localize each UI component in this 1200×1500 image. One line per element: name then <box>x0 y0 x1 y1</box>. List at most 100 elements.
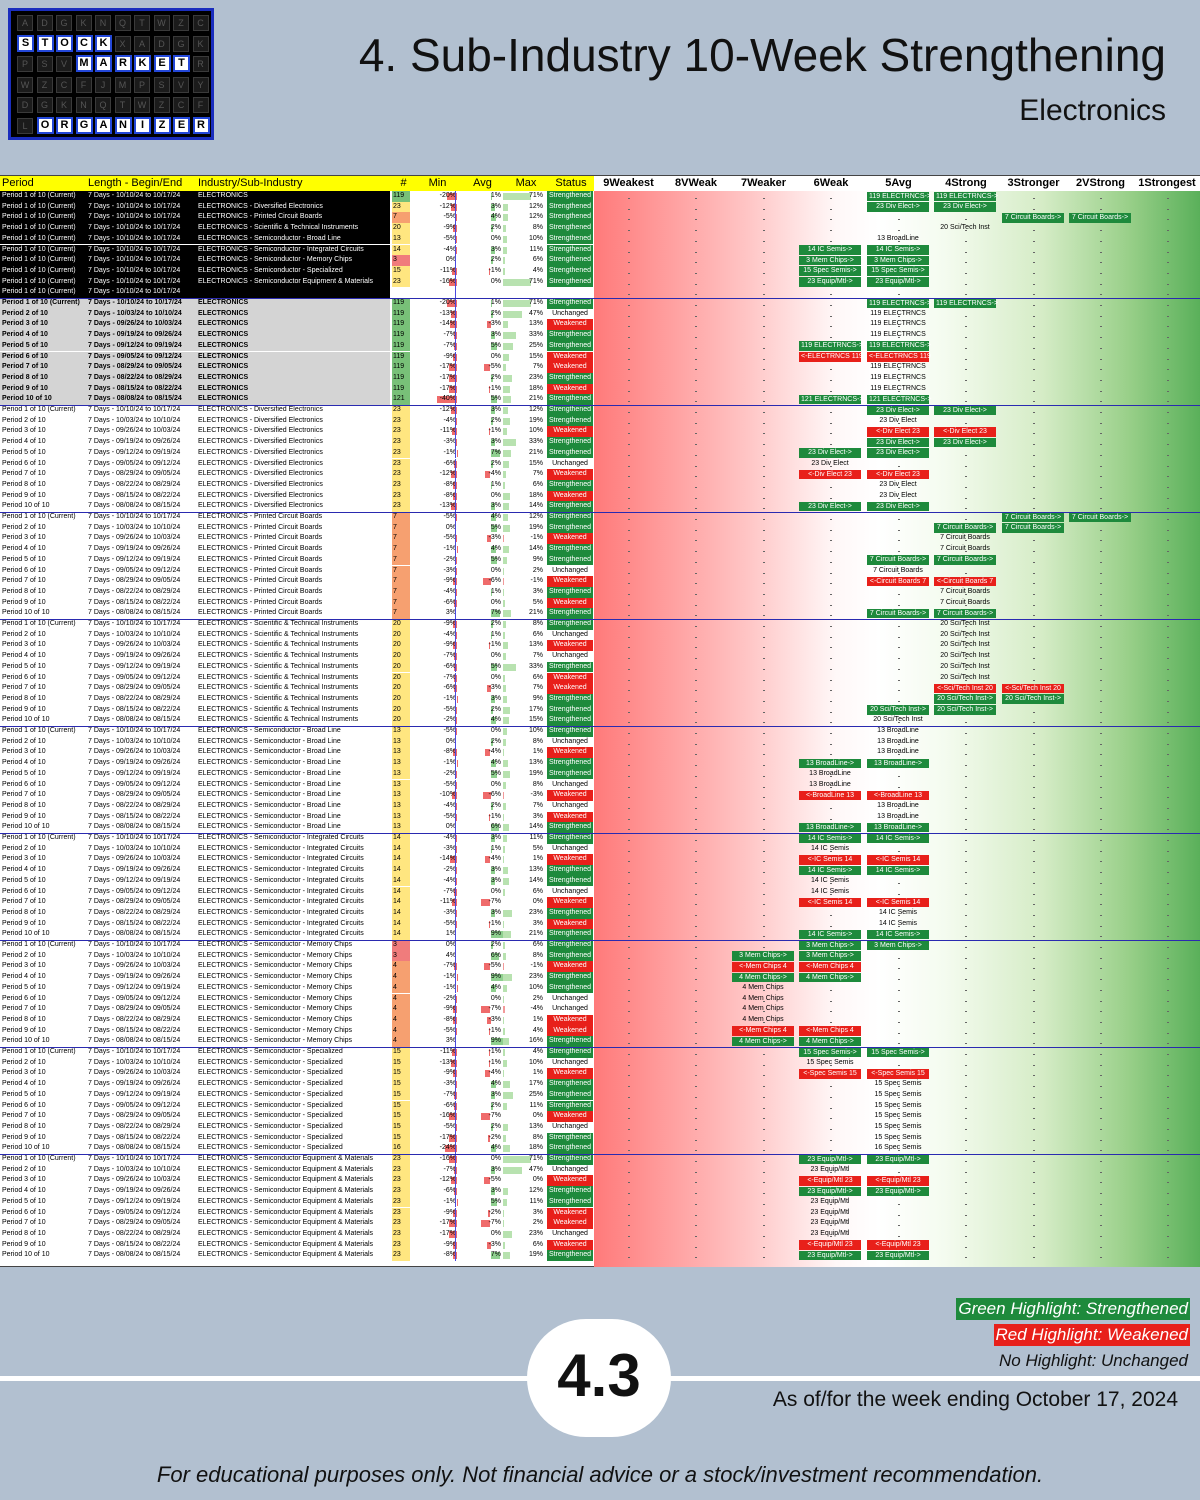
max-bar <box>503 342 513 350</box>
tier-marker: 4 Mem Chips <box>742 1005 784 1013</box>
strengthened-marker: 3 Mem Chips-> <box>799 940 861 951</box>
length-cell: 7 Days - 09/26/24 to 10/03/24 <box>88 962 181 970</box>
weakened-marker: <-Sci/Tech Inst 20 <box>1002 683 1064 694</box>
tier-dot <box>628 947 630 948</box>
status-cell: Strengthened <box>547 875 593 887</box>
max-bar <box>503 514 508 521</box>
length-cell: 7 Days - 09/19/24 to 09/26/24 <box>88 652 181 660</box>
strengthened-marker: 23 Div Elect-> <box>934 437 996 448</box>
tier-dot <box>695 604 697 606</box>
avg-cell: -1% <box>488 919 501 927</box>
tier-dot <box>695 1203 697 1205</box>
status-cell: Strengthened <box>547 244 593 256</box>
industry-cell: ELECTRONICS - Scientific & Technical Ins… <box>198 716 359 724</box>
avg-cell: 4% <box>490 716 501 724</box>
industry-cell: ELECTRONICS - Semiconductor - Integrated… <box>198 855 364 863</box>
industry-cell: ELECTRONICS - Printed Circuit Boards <box>198 545 323 553</box>
max-cell: 12% <box>528 1187 543 1195</box>
tier-dot <box>1167 358 1169 360</box>
length-cell: 7 Days - 08/29/24 to 09/05/24 <box>88 684 181 692</box>
strengthened-marker: 15 Spec Semis-> <box>867 1047 929 1058</box>
tier-dot <box>628 882 630 884</box>
legend-green: Green Highlight: Strengthened <box>956 1298 1190 1320</box>
count-cell: 15 <box>392 1132 410 1144</box>
zero-line <box>455 265 456 277</box>
tier-dot <box>1167 722 1169 724</box>
tier-dot <box>695 486 697 488</box>
zero-line <box>455 865 456 876</box>
tier-dot <box>1033 1128 1035 1130</box>
status-cell: Strengthened <box>547 330 593 341</box>
max-bar <box>503 1145 511 1153</box>
logo-ghost-tile: N <box>75 97 92 113</box>
length-cell: 7 Days - 09/05/24 to 09/12/24 <box>88 994 181 1002</box>
tier-dot <box>830 604 832 606</box>
tier-dot <box>763 743 765 745</box>
table-row: Period 6 of 10 7 Days - 09/05/24 to 09/12… <box>0 779 1200 791</box>
tier-dot <box>763 1203 765 1205</box>
tier-dot <box>1033 893 1035 895</box>
tier-dot <box>695 743 697 745</box>
zero-line <box>455 308 456 320</box>
tier-dot <box>1100 1054 1102 1055</box>
period-cell: Period 1 of 10 (Current) <box>2 266 76 274</box>
tier-dot <box>695 1225 697 1227</box>
avg-cell: 0% <box>490 277 501 285</box>
tier-dot <box>898 754 900 756</box>
min-cell: -5% <box>443 213 456 221</box>
tier-dot <box>898 700 900 702</box>
zero-line <box>455 1047 456 1058</box>
tier-dot <box>1100 1182 1102 1184</box>
count-cell: 7 <box>392 586 410 598</box>
status-cell: Strengthened <box>547 758 593 769</box>
strengthened-marker: 15 Spec Semis-> <box>799 266 861 277</box>
min-bar <box>455 1081 457 1089</box>
table-row: Period 9 of 10 7 Days - 08/15/24 to 08/22… <box>0 1239 1200 1251</box>
avg-cell: 3% <box>490 834 501 841</box>
logo-ghost-tile: A <box>17 15 33 31</box>
tier-dot <box>763 240 765 242</box>
tier-dot <box>1033 305 1035 306</box>
avg-cell: 0% <box>490 994 501 1002</box>
avg-cell: 3% <box>490 245 501 253</box>
length-cell: 7 Days - 09/26/24 to 10/03/24 <box>88 427 181 435</box>
industry-cell: ELECTRONICS - Diversified Electronics <box>198 202 323 210</box>
logo-ghost-tile: V <box>56 56 72 72</box>
max-bar <box>503 738 507 746</box>
tier-dot <box>1033 315 1035 317</box>
tier-dot <box>1100 240 1102 242</box>
min-bar <box>451 407 457 414</box>
min-bar <box>456 995 457 1003</box>
tier-dot <box>1167 390 1169 392</box>
avg-cell: -1% <box>488 427 501 435</box>
tier-dot <box>1100 840 1102 841</box>
status-cell: Unchanged <box>552 630 588 638</box>
tier-dot <box>1100 615 1102 617</box>
zero-line <box>455 629 456 641</box>
tier-dot <box>695 561 697 563</box>
tier-dot <box>830 882 832 884</box>
length-cell: 7 Days - 10/03/24 to 10/10/24 <box>88 309 182 317</box>
industry-cell: ELECTRONICS - Diversified Electronics <box>198 438 323 446</box>
min-cell: -6% <box>443 1101 456 1109</box>
tier-dot <box>763 947 765 948</box>
min-cell: -5% <box>443 1026 456 1034</box>
max-bar <box>503 642 509 650</box>
logo-ghost-tile: X <box>114 35 131 52</box>
tier-dot <box>628 422 630 424</box>
logo-ghost-tile: C <box>56 76 72 93</box>
tier-dot <box>830 668 832 670</box>
table-row: Period 5 of 10 7 Days - 09/12/24 to 09/19… <box>0 875 1200 887</box>
industry-cell: ELECTRONICS - Semiconductor - Broad Line <box>198 780 341 788</box>
length-cell: 7 Days - 09/12/24 to 09/19/24 <box>88 1197 181 1205</box>
tier-marker: 23 Div Elect <box>879 491 917 499</box>
table-row: Period 7 of 10 7 Days - 08/29/24 to 09/05… <box>0 683 1200 694</box>
status-cell: Weakened <box>547 1025 593 1037</box>
tier-dot <box>695 412 697 413</box>
count-cell: 14 <box>392 244 410 256</box>
tier-dot <box>1033 540 1035 542</box>
table-row: Period 9 of 10 7 Days - 08/15/24 to 08/22… <box>0 811 1200 823</box>
min-cell: -5% <box>443 234 456 242</box>
tier-marker: 15 Spec Semis <box>874 1080 922 1088</box>
max-bar <box>503 1209 505 1217</box>
